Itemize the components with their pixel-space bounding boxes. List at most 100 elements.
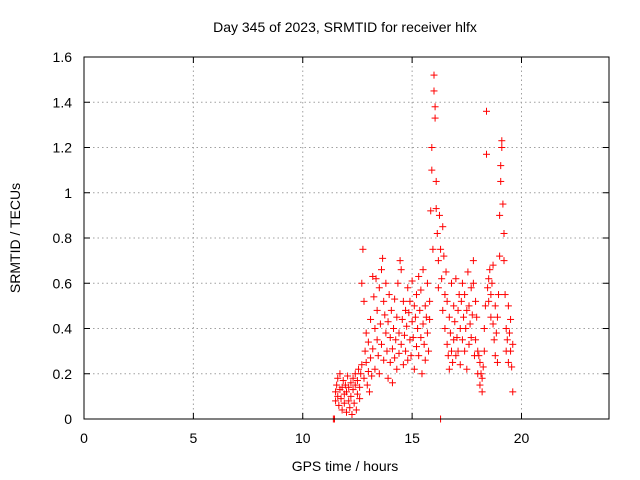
data-point — [479, 363, 487, 371]
grid-layer — [84, 57, 609, 419]
data-point — [382, 329, 390, 337]
data-point — [501, 291, 509, 299]
y-tick-label: 1.4 — [53, 94, 73, 110]
data-point — [423, 329, 431, 337]
data-point — [364, 338, 372, 346]
data-point — [413, 291, 420, 299]
data-point — [379, 254, 387, 262]
data-point — [372, 275, 380, 283]
data-point — [507, 315, 515, 323]
data-point — [395, 349, 403, 357]
data-point — [373, 336, 381, 344]
y-axis-title: SRMTID / TECUs — [7, 183, 23, 293]
data-point — [428, 166, 436, 174]
data-point — [394, 279, 402, 287]
data-point — [460, 313, 468, 321]
data-point — [425, 347, 433, 355]
data-point — [462, 325, 470, 332]
data-point — [349, 386, 357, 394]
data-point — [486, 266, 494, 274]
data-point — [432, 205, 440, 213]
data-point — [440, 252, 448, 260]
data-point — [500, 229, 508, 237]
data-point — [387, 306, 395, 314]
data-point — [448, 279, 455, 287]
data-point — [404, 284, 412, 292]
data-point — [348, 410, 356, 418]
data-point — [375, 284, 383, 292]
data-point — [499, 200, 507, 208]
data-point — [445, 365, 453, 373]
data-point — [504, 358, 512, 366]
x-axis-title: GPS time / hours — [292, 458, 399, 474]
data-point — [431, 114, 439, 122]
data-point — [439, 223, 447, 231]
data-point — [398, 315, 406, 323]
data-point — [340, 399, 348, 407]
y-tick-label: 0.6 — [53, 275, 73, 291]
data-point — [445, 313, 453, 321]
data-point — [463, 365, 471, 373]
data-point — [483, 107, 490, 115]
data-point — [335, 401, 343, 409]
data-point — [415, 352, 423, 360]
data-point — [456, 361, 464, 369]
data-point — [404, 356, 412, 364]
data-point — [408, 277, 416, 285]
data-point — [353, 390, 361, 398]
data-point — [476, 358, 484, 366]
data-point — [495, 291, 503, 299]
data-point — [355, 365, 363, 373]
data-point — [362, 329, 370, 337]
data-point — [363, 381, 371, 389]
data-point — [344, 372, 352, 380]
data-point — [452, 352, 460, 360]
data-point — [407, 352, 415, 360]
data-point — [380, 356, 388, 364]
y-tick-label: 1.6 — [53, 49, 73, 65]
data-point — [368, 372, 376, 380]
data-point — [488, 279, 496, 287]
data-point — [439, 306, 447, 314]
data-point — [390, 325, 398, 332]
data-point — [435, 211, 443, 219]
data-point — [451, 318, 459, 326]
data-point — [481, 302, 489, 310]
data-point — [448, 347, 455, 355]
data-point — [467, 284, 475, 292]
data-point — [493, 358, 501, 366]
data-point — [472, 336, 480, 344]
data-point — [337, 395, 345, 403]
data-point — [408, 318, 416, 326]
data-point — [358, 361, 366, 369]
data-point — [504, 302, 512, 310]
y-tick-label: 0 — [64, 411, 72, 427]
data-point — [508, 363, 516, 371]
data-point — [458, 336, 466, 344]
data-point — [483, 150, 490, 158]
data-point — [429, 245, 437, 253]
data-point — [497, 162, 505, 170]
data-point — [489, 320, 497, 328]
data-point — [444, 352, 452, 360]
data-point — [421, 356, 429, 364]
data-point — [468, 311, 476, 319]
data-point — [338, 406, 346, 414]
data-point — [465, 340, 473, 348]
data-point — [345, 397, 353, 405]
data-point — [457, 297, 465, 305]
data-point — [498, 144, 506, 151]
data-point — [461, 291, 469, 299]
data-point — [442, 268, 450, 276]
data-point — [333, 381, 341, 389]
data-point — [365, 388, 373, 396]
data-point — [345, 383, 353, 391]
data-point — [400, 331, 408, 339]
data-point — [402, 347, 410, 355]
data-point — [332, 388, 340, 396]
data-point — [475, 352, 483, 360]
data-point — [367, 315, 375, 323]
data-point — [381, 311, 389, 319]
data-point — [382, 279, 390, 287]
data-point — [507, 347, 515, 355]
